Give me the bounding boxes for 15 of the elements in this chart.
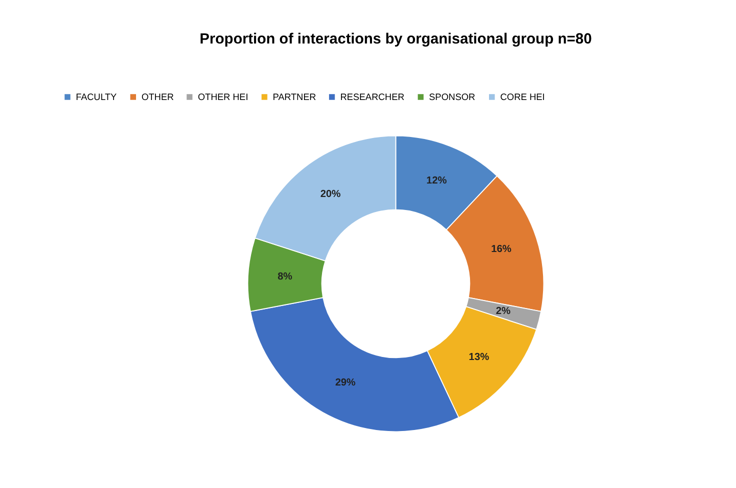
legend-label: OTHER HEI	[198, 92, 248, 102]
legend-label: RESEARCHER	[340, 92, 405, 102]
legend-label: OTHER	[141, 92, 174, 102]
data-label: 13%	[468, 352, 490, 363]
data-label: 20%	[320, 188, 341, 200]
legend-label: FACULTY	[76, 92, 117, 102]
legend-label: SPONSOR	[429, 92, 476, 102]
legend-label: PARTNER	[272, 92, 316, 102]
data-label: 8%	[278, 272, 292, 283]
data-label: 29%	[335, 377, 356, 388]
data-label: 12%	[426, 175, 447, 186]
chart-title: Proportion of interactions by organisational group n=80	[200, 31, 592, 48]
data-label: 2%	[496, 306, 511, 318]
legend-label: CORE HEI	[500, 92, 545, 102]
data-label: 16%	[491, 244, 512, 256]
